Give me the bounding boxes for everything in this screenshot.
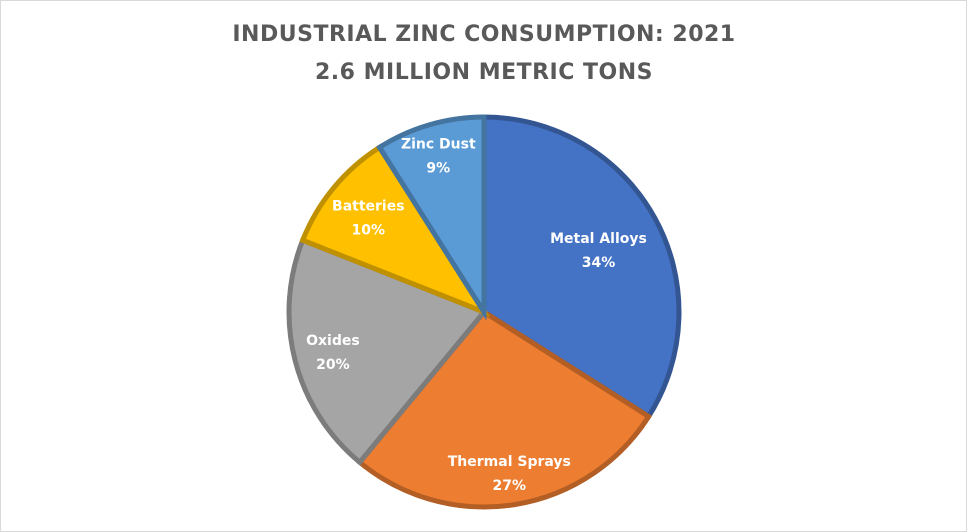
slice-label: Thermal Sprays — [448, 454, 571, 470]
slice-value-label: 20% — [316, 357, 350, 373]
pie-slice — [299, 143, 491, 318]
slice-value-label: 27% — [493, 478, 527, 494]
chart-title: INDUSTRIAL ZINC CONSUMPTION: 2021 — [232, 22, 735, 47]
pie-slice — [376, 114, 487, 321]
chart-subtitle: 2.6 MILLION METRIC TONS — [315, 60, 653, 85]
slice-value-label: 9% — [426, 161, 450, 177]
pie-slice — [286, 236, 489, 466]
slice-value-label: 34% — [582, 255, 616, 271]
slice-label: Zinc Dust — [401, 137, 476, 153]
slice-label: Oxides — [306, 333, 360, 349]
slice-label: Batteries — [332, 198, 405, 214]
slice-value-label: 10% — [352, 222, 386, 238]
pie-slice — [356, 308, 653, 510]
slice-label: Metal Alloys — [550, 231, 647, 247]
